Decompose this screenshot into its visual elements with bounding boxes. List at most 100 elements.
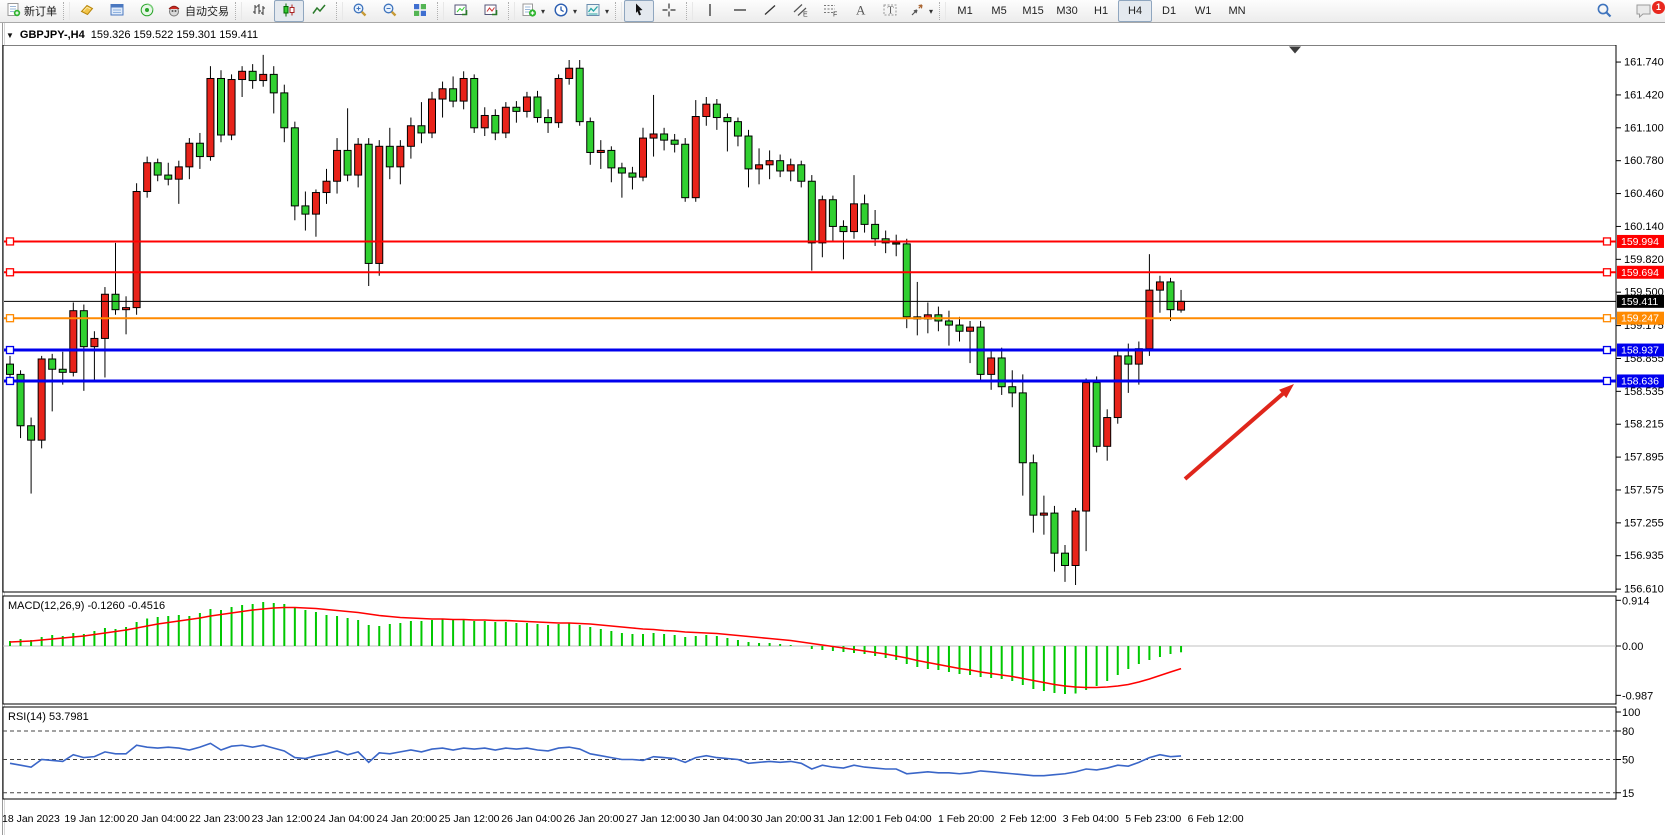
hline-handle[interactable] bbox=[1602, 268, 1612, 277]
period-selector-button[interactable]: ▾ bbox=[549, 0, 581, 22]
text-button[interactable]: A bbox=[845, 0, 875, 22]
hline-handle[interactable] bbox=[5, 376, 15, 386]
candle bbox=[944, 310, 953, 346]
vertical-line-icon bbox=[703, 2, 717, 21]
main-toolbar: 新订单 自动交易 bbox=[0, 0, 1665, 23]
chart-canvas[interactable]: 161.740 161.420 161.100 160.780 160.460 160.1… bbox=[0, 45, 1665, 835]
price-label-159.411: 159.411 bbox=[1617, 294, 1664, 308]
timeframe-group: M1 M5 M15 M30 H1 H4 D1 W1 MN bbox=[948, 0, 1254, 22]
hline-158.636[interactable] bbox=[4, 376, 1616, 386]
candle bbox=[765, 150, 774, 180]
hline-158.937[interactable] bbox=[4, 345, 1616, 355]
arrange-charts-button[interactable] bbox=[446, 0, 476, 22]
timeframe-button-M5[interactable]: M5 bbox=[991, 5, 1007, 17]
candle bbox=[839, 220, 848, 260]
svg-text:156.935: 156.935 bbox=[1624, 550, 1664, 562]
candle bbox=[227, 74, 236, 141]
vertical-line-button[interactable] bbox=[695, 0, 725, 22]
svg-text:159.994: 159.994 bbox=[1621, 236, 1659, 248]
navigator-button[interactable] bbox=[132, 0, 162, 22]
separator bbox=[686, 2, 694, 20]
cursor-button[interactable] bbox=[624, 0, 655, 22]
chat-bubble-icon bbox=[1635, 2, 1653, 22]
candle bbox=[364, 138, 373, 287]
candle bbox=[617, 162, 626, 198]
hline-handle[interactable] bbox=[5, 268, 15, 277]
candle bbox=[1029, 454, 1038, 533]
dropdown-arrow-icon: ▾ bbox=[573, 6, 578, 16]
hline-handle[interactable] bbox=[5, 345, 15, 355]
new-chart-button[interactable]: ▾ bbox=[517, 0, 549, 22]
search-button[interactable] bbox=[1589, 1, 1619, 23]
timeframe-button-M15[interactable]: M15 bbox=[1022, 5, 1044, 17]
cascade-charts-button[interactable] bbox=[476, 0, 506, 22]
svg-text:1 Feb 04:00: 1 Feb 04:00 bbox=[876, 813, 932, 825]
hline-handle[interactable] bbox=[1602, 345, 1612, 355]
line-chart-button[interactable] bbox=[304, 0, 334, 22]
candle bbox=[554, 74, 563, 128]
candle bbox=[438, 81, 447, 118]
hline-159.994[interactable] bbox=[4, 237, 1616, 246]
candle bbox=[111, 242, 120, 315]
text-label-icon: T bbox=[882, 2, 899, 21]
svg-text:3 Feb 04:00: 3 Feb 04:00 bbox=[1063, 813, 1119, 825]
svg-text:156.610: 156.610 bbox=[1624, 584, 1664, 596]
arrow-objects-button[interactable]: ▾ bbox=[905, 0, 937, 22]
notifications-button[interactable]: 1 bbox=[1629, 0, 1665, 23]
chart-shift-marker[interactable] bbox=[1289, 46, 1301, 54]
price-label-158.937: 158.937 bbox=[1617, 343, 1664, 357]
arrange-charts-icon bbox=[453, 2, 469, 21]
dropdown-arrow-icon: ▾ bbox=[605, 6, 610, 16]
hline-handle[interactable] bbox=[5, 237, 15, 246]
timeframe-button-D1[interactable]: D1 bbox=[1162, 5, 1177, 17]
text-label-button[interactable]: T bbox=[875, 0, 905, 22]
hline-159.247[interactable] bbox=[4, 314, 1616, 323]
crosshair-button[interactable] bbox=[654, 0, 684, 22]
cursor-icon bbox=[631, 2, 647, 21]
candle bbox=[712, 99, 721, 130]
hline-handle[interactable] bbox=[1602, 237, 1612, 246]
chart-template-button[interactable]: ▾ bbox=[581, 0, 613, 22]
hline-handle[interactable] bbox=[5, 314, 15, 323]
timeframe-button-M30[interactable]: M30 bbox=[1056, 5, 1078, 17]
market-watch-button[interactable] bbox=[72, 0, 102, 22]
chevron-down-icon[interactable]: ▼ bbox=[6, 30, 14, 40]
candle bbox=[1113, 348, 1122, 424]
candle bbox=[786, 158, 795, 182]
trendline-button[interactable] bbox=[755, 0, 785, 22]
candle bbox=[966, 320, 975, 364]
bar-chart-button[interactable] bbox=[244, 0, 274, 22]
hline-handle[interactable] bbox=[1602, 376, 1612, 386]
new-order-button[interactable]: 新订单 bbox=[2, 0, 61, 22]
price-axis[interactable]: 161.740 161.420 161.100 160.780 160.460 160.1… bbox=[1616, 57, 1664, 596]
timeframe-button-W1[interactable]: W1 bbox=[1194, 5, 1212, 17]
candle bbox=[807, 175, 816, 271]
auto-trading-button[interactable]: 自动交易 bbox=[162, 0, 233, 22]
candle bbox=[143, 156, 152, 198]
zoom-in-button[interactable] bbox=[345, 0, 375, 22]
hline-159.694[interactable] bbox=[4, 268, 1616, 277]
zoom-out-button[interactable] bbox=[375, 0, 405, 22]
equidistant-channel-button[interactable]: E bbox=[785, 0, 815, 22]
candlestick-chart-button[interactable] bbox=[274, 0, 304, 22]
macd-label: MACD(12,26,9) -0.1260 -0.4516 bbox=[8, 600, 165, 612]
timeframe-button-H1[interactable]: H1 bbox=[1094, 5, 1109, 17]
hline-handle[interactable] bbox=[1602, 314, 1612, 323]
timeframe-button-H4[interactable]: H4 bbox=[1118, 0, 1153, 22]
candle bbox=[1039, 495, 1048, 535]
candle bbox=[797, 160, 806, 188]
tile-windows-button[interactable] bbox=[405, 0, 435, 22]
candle bbox=[174, 160, 183, 204]
date-axis[interactable]: 18 Jan 2023 19 Jan 12:00 20 Jan 04:00 22 Ja… bbox=[2, 813, 1244, 825]
timeframe-button-M1[interactable]: M1 bbox=[957, 5, 973, 17]
data-window-button[interactable] bbox=[102, 0, 132, 22]
svg-text:157.575: 157.575 bbox=[1624, 484, 1664, 496]
fibonacci-button[interactable]: F bbox=[815, 0, 845, 22]
candle bbox=[122, 296, 131, 335]
horizontal-line-button[interactable] bbox=[725, 0, 755, 22]
candle bbox=[892, 234, 901, 257]
timeframe-button-MN[interactable]: MN bbox=[1228, 5, 1246, 17]
svg-text:158.535: 158.535 bbox=[1624, 386, 1664, 398]
trend-arrow[interactable] bbox=[1183, 384, 1294, 481]
svg-text:22 Jan 23:00: 22 Jan 23:00 bbox=[189, 813, 250, 825]
